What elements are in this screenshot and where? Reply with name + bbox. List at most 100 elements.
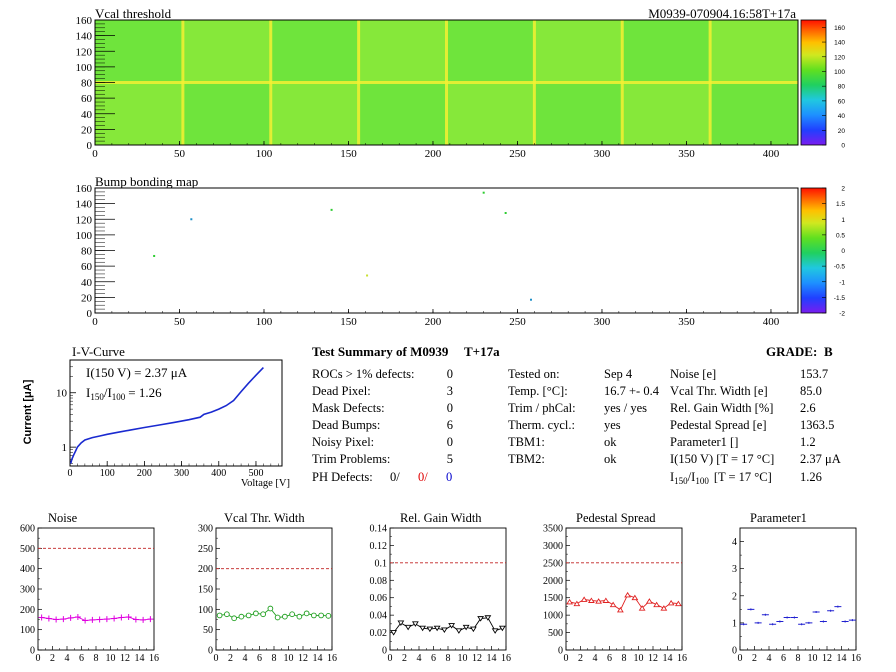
data-point [282, 613, 288, 620]
vcal-palette [800, 19, 827, 146]
small-x-tick-label: 10 [634, 653, 644, 664]
bump-axes: 0 50 100 150 200 250 300 350 400 0 20 40 60 80 100 120 1… [76, 183, 789, 328]
small-y-tick-label: 50 [203, 625, 213, 636]
small-y-tick-label: 300 [20, 585, 35, 596]
data-point [491, 628, 499, 634]
small-x-tick-label: 0 [388, 653, 393, 664]
small-x-tick-label: 0 [564, 653, 569, 664]
small-y-tick-label: 3000 [543, 541, 563, 552]
y-tick-label: 160 [76, 183, 93, 195]
y-tick-label: 20 [81, 124, 93, 136]
data-point [587, 597, 595, 603]
data-point [616, 606, 624, 613]
vcal-roc-cell [358, 20, 447, 83]
small-plot-title: Rel. Gain Width [400, 511, 482, 525]
data-point [660, 605, 668, 611]
summary-mid-value: yes [604, 418, 621, 432]
x-tick-label: 300 [594, 148, 611, 160]
small-x-tick-label: 10 [458, 653, 468, 664]
small-y-tick-label: 100 [20, 625, 35, 636]
palette-tick-label: -2 [839, 311, 845, 318]
small-y-tick-label: 200 [20, 605, 35, 616]
small-x-tick-label: 6 [781, 653, 786, 664]
summary-mid-label: TBM2: [508, 452, 545, 466]
small-y-tick-label: 300 [198, 524, 213, 535]
small-x-tick-label: 10 [106, 653, 116, 664]
data-point [411, 621, 419, 627]
small-x-tick-label: 8 [796, 653, 801, 664]
summary-mid-value: ok [604, 452, 617, 466]
small-x-tick-label: 14 [837, 653, 847, 664]
bump-defect-point [482, 191, 485, 194]
summary-tag: T+17a [464, 344, 500, 359]
summary-left-value: 3 [447, 384, 453, 398]
small-x-tick-label: 8 [622, 653, 627, 664]
data-point [776, 620, 784, 623]
iv-y-tick-label: 1 [62, 442, 68, 454]
palette-tick-label: 120 [834, 54, 845, 61]
summary-right-value: 85.0 [800, 384, 822, 398]
vcal-roc-cell [182, 20, 272, 83]
small-x-tick-label: 6 [257, 653, 262, 664]
iv-curve-plot: I-V-Curve 0 100 200 300 400 500 1 10 I(150 V) =… [22, 344, 290, 489]
vcal-axes: 0 50 100 150 200 250 300 350 400 0 20 40 60 80 100 120 1… [76, 15, 789, 160]
summary-mid-value: yes / yes [604, 401, 647, 415]
vcal-title: Vcal threshold [95, 6, 172, 21]
small-x-tick-label: 16 [677, 653, 687, 664]
data-point [289, 611, 295, 618]
summary-right-label: Pedestal Spread [e] [670, 418, 767, 432]
data-point [303, 610, 310, 617]
ph-defect-value-3: 0 [446, 470, 452, 484]
small-x-tick-label: 4 [65, 653, 70, 664]
data-point [433, 625, 441, 632]
data-point [111, 615, 118, 622]
small-x-tick-label: 16 [501, 653, 511, 664]
iv-x-tick-label: 300 [174, 468, 189, 479]
iv-x-tick-label: 400 [211, 468, 226, 479]
summary-right-value: 153.7 [800, 367, 828, 381]
data-point [216, 612, 223, 619]
iv-title: I-V-Curve [72, 344, 125, 359]
data-point [147, 616, 154, 623]
small-x-tick-label: 6 [79, 653, 84, 664]
data-point [325, 612, 332, 619]
y-tick-label: 160 [76, 15, 93, 27]
small-x-tick-label: 14 [487, 653, 497, 664]
small-x-tick-label: 12 [298, 653, 308, 664]
summary-right-value: 2.37 μA [800, 452, 841, 466]
palette-tick-label: 0.5 [836, 232, 845, 239]
small-y-tick-label: 3 [732, 564, 737, 575]
y-tick-label: 80 [81, 78, 93, 90]
x-tick-label: 150 [340, 148, 357, 160]
data-point [60, 616, 67, 623]
small-y-tick-label: 250 [198, 544, 213, 555]
small-plot-title: Pedestal Spread [576, 511, 656, 525]
x-tick-label: 100 [256, 316, 273, 328]
module-id: M0939-070904.16:58T+17a [648, 6, 796, 21]
data-point [45, 615, 52, 622]
series-line [393, 617, 503, 633]
ph-defects-label: PH Defects: [312, 470, 373, 484]
data-point [819, 620, 827, 623]
iv-x-tick-label: 500 [248, 468, 263, 479]
small-x-tick-label: 4 [417, 653, 422, 664]
small-x-tick-label: 0 [36, 653, 41, 664]
palette-tick-label: 20 [838, 128, 846, 135]
x-tick-label: 200 [425, 316, 442, 328]
palette-tick-label: 1.5 [836, 201, 845, 208]
data-point [260, 611, 266, 618]
small-x-tick-label: 16 [851, 653, 861, 664]
bump-defect-point [153, 254, 156, 257]
small-y-tick-label: 500 [548, 628, 563, 639]
summary-left-label: Mask Defects: [312, 401, 385, 415]
data-point [667, 599, 675, 606]
data-point [834, 605, 842, 608]
data-point [790, 616, 798, 619]
iv-y-tick-label: 10 [56, 388, 68, 400]
vcal-palette-ticks: 0 20 40 60 80 100 120 140 160 [822, 25, 845, 150]
ph-defect-value-1: 0/ [390, 470, 400, 484]
